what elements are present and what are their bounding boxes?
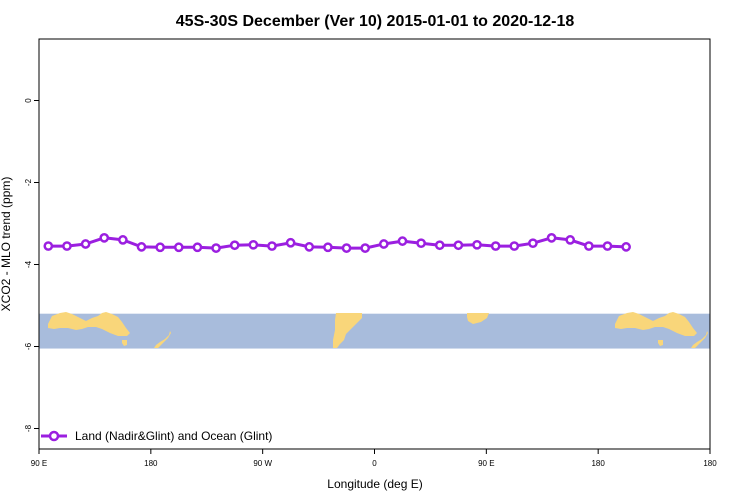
data-point xyxy=(621,242,631,252)
data-point xyxy=(341,243,352,253)
data-point xyxy=(43,241,54,251)
data-point xyxy=(192,242,203,253)
data-point xyxy=(155,242,166,253)
y-tick-label: -6 xyxy=(24,342,33,350)
data-point xyxy=(453,240,464,251)
chart-title: 45S-30S December (Ver 10) 2015-01-01 to … xyxy=(176,13,575,30)
data-point xyxy=(472,239,482,250)
x-tick-label: 0 xyxy=(372,459,377,468)
data-point xyxy=(323,242,333,253)
tasmania-land xyxy=(122,340,127,346)
south-america-land xyxy=(333,313,362,348)
series-line xyxy=(48,236,627,250)
x-tick-label: 180 xyxy=(703,459,717,468)
data-point xyxy=(416,238,426,249)
data-point xyxy=(267,241,277,251)
y-tick-label: -2 xyxy=(24,178,33,186)
data-point xyxy=(546,233,557,243)
data-point xyxy=(490,241,501,251)
south-africa-land xyxy=(467,313,489,324)
data-point xyxy=(304,242,315,252)
x-axis: 90 E 180 90 W 0 90 E 180 180 xyxy=(31,449,717,468)
australia-land-repeat xyxy=(615,312,697,336)
data-point xyxy=(285,237,296,248)
data-point xyxy=(173,242,184,253)
data-point xyxy=(565,235,576,245)
data-point xyxy=(229,240,240,251)
data-point xyxy=(136,242,147,252)
x-tick-label: 90 W xyxy=(253,459,272,468)
y-tick-label: -4 xyxy=(24,260,33,268)
legend: Land (Nadir&Glint) and Ocean (Glint) xyxy=(41,429,272,443)
ocean-background xyxy=(39,313,710,349)
y-axis: 0 -2 -4 -6 -8 xyxy=(24,98,39,432)
world-map-band xyxy=(39,312,710,349)
new-zealand-land-repeat xyxy=(691,327,708,348)
data-point xyxy=(248,239,259,250)
tasmania-land-repeat xyxy=(658,340,663,346)
x-tick-label: 90 E xyxy=(478,459,494,468)
land-shapes xyxy=(48,312,708,348)
data-point xyxy=(602,241,613,251)
data-point xyxy=(434,240,445,251)
data-point xyxy=(118,235,128,245)
data-point xyxy=(509,241,520,251)
data-point xyxy=(62,241,72,251)
series-group xyxy=(43,233,631,253)
x-tick-label: 90 E xyxy=(31,459,47,468)
y-axis-label: XCO2 - MLO trend (ppm) xyxy=(0,177,13,312)
legend-marker xyxy=(48,430,60,442)
data-point xyxy=(397,236,408,246)
data-point xyxy=(378,239,389,249)
y-tick-label: 0 xyxy=(24,98,33,103)
x-tick-label: 180 xyxy=(591,459,605,468)
x-axis-label: Longitude (deg E) xyxy=(327,477,422,491)
data-point xyxy=(99,233,110,243)
data-point xyxy=(360,243,371,253)
legend-label: Land (Nadir&Glint) and Ocean (Glint) xyxy=(75,429,272,443)
data-point xyxy=(211,243,221,253)
data-point xyxy=(80,239,91,249)
new-zealand-land xyxy=(154,327,171,348)
australia-land xyxy=(48,312,130,336)
data-point xyxy=(583,241,594,251)
data-point xyxy=(528,238,538,249)
y-tick-label: -8 xyxy=(24,424,33,432)
x-tick-label: 180 xyxy=(144,459,158,468)
